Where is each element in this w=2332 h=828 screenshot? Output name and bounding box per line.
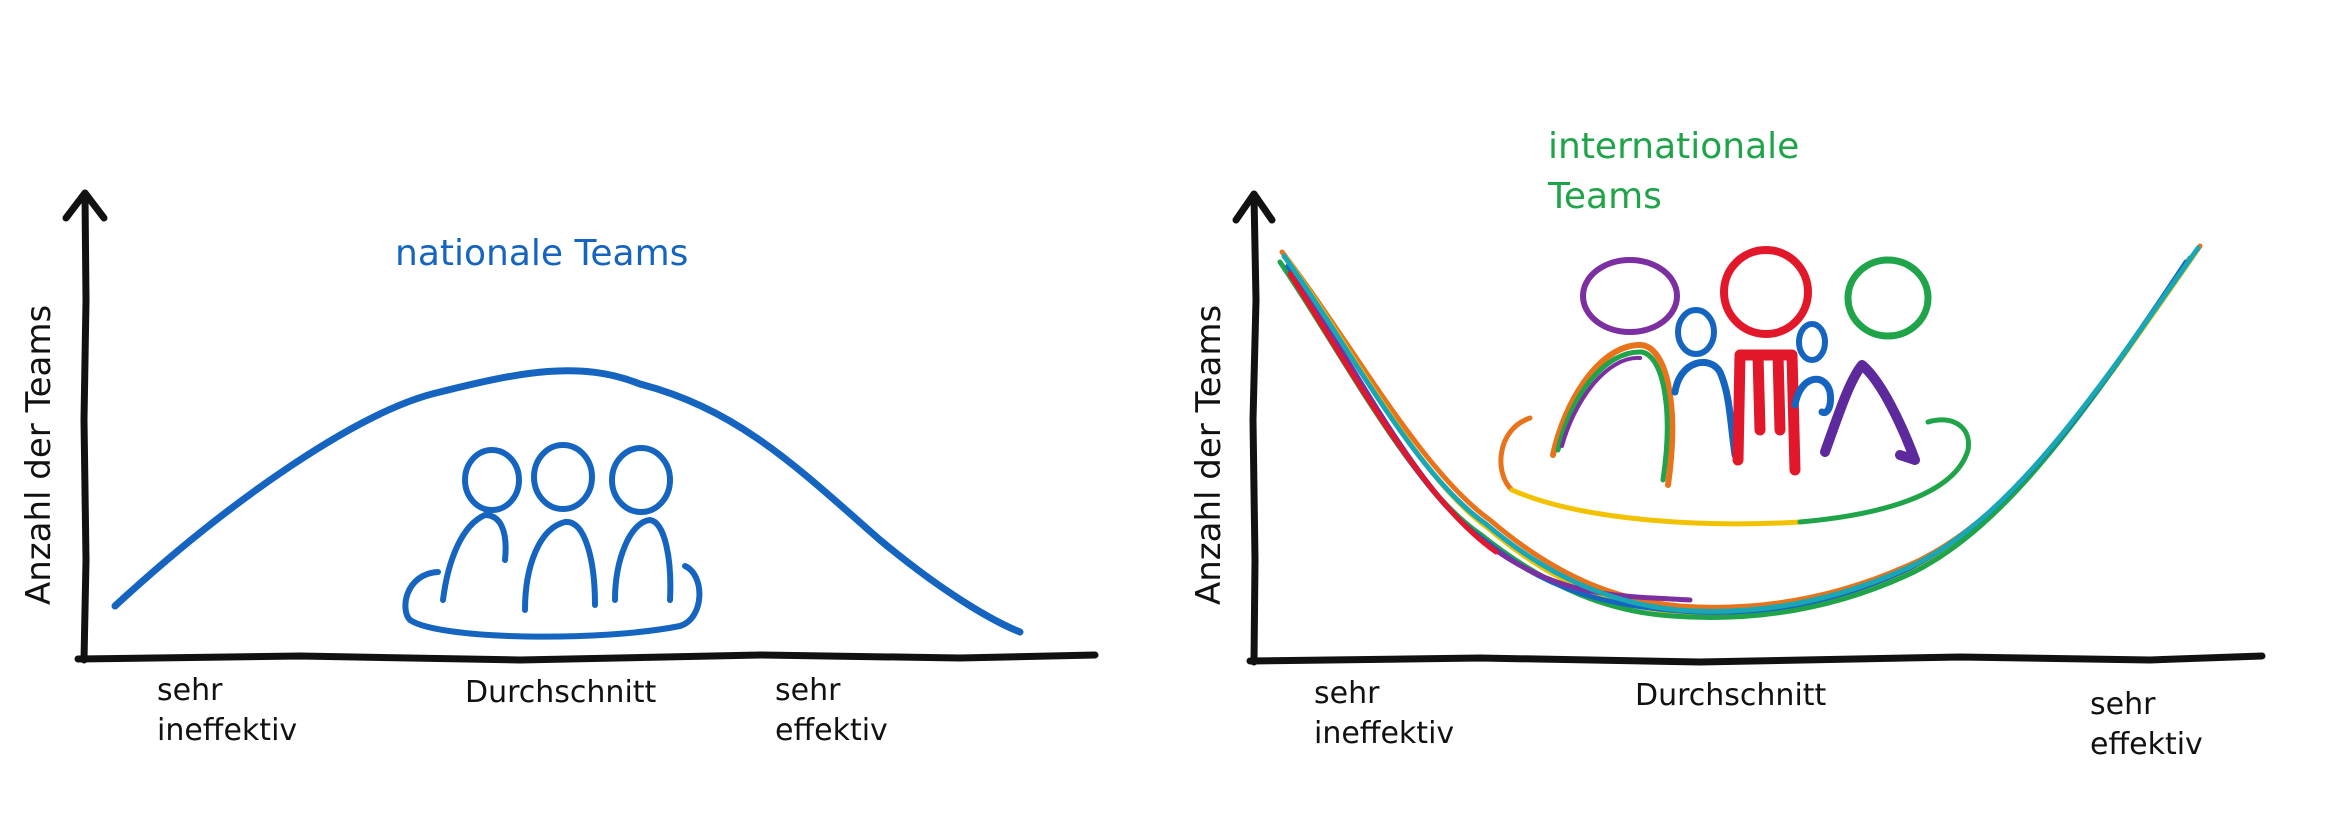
left-title: nationale Teams bbox=[395, 233, 688, 274]
person-head-green bbox=[1844, 256, 1932, 340]
left-x-label-low-1: sehr bbox=[157, 673, 223, 708]
group-base bbox=[1509, 487, 1803, 527]
left-x-label-mid: Durchschnitt bbox=[465, 675, 657, 710]
right-x-label-low-2: ineffektiv bbox=[1314, 716, 1454, 751]
person-body-rainbow bbox=[1550, 342, 1676, 488]
right-x-label-high-1: sehr bbox=[2090, 687, 2156, 722]
right-x-label-low-1: sehr bbox=[1314, 676, 1380, 711]
left-x-label-low-2: ineffektiv bbox=[157, 713, 297, 748]
left-panel: nationale Teams Anzahl der Teams sehr in… bbox=[19, 189, 1099, 748]
left-y-axis-label: Anzahl der Teams bbox=[19, 305, 59, 605]
right-u-curve bbox=[1277, 243, 2203, 620]
left-x-label-high-1: sehr bbox=[775, 673, 841, 708]
right-y-axis-label: Anzahl der Teams bbox=[1189, 305, 1229, 605]
left-x-axis bbox=[74, 651, 1099, 664]
person-body-1 bbox=[440, 512, 509, 603]
group-base-rainbow bbox=[1498, 415, 1533, 493]
left-bell-curve bbox=[111, 367, 1024, 636]
person-head-2 bbox=[531, 442, 595, 512]
left-x-label-high-2: effektiv bbox=[775, 713, 888, 748]
left-y-axis bbox=[80, 191, 90, 664]
person-head-3 bbox=[609, 445, 673, 515]
group-of-three-icon bbox=[402, 442, 703, 640]
person-body-purple bbox=[1820, 360, 1920, 465]
person-body-blue-small-2 bbox=[1791, 375, 1834, 416]
right-title-line1: internationale bbox=[1548, 126, 1799, 167]
left-y-arrowhead bbox=[62, 189, 108, 222]
person-head-purple bbox=[1580, 257, 1680, 335]
group-base bbox=[402, 563, 703, 640]
person-body-2 bbox=[522, 519, 598, 613]
person-body-3 bbox=[612, 517, 674, 603]
right-panel: internationale Teams Anzahl der Teams se… bbox=[1189, 126, 2266, 762]
person-body-blue-small-1 bbox=[1671, 358, 1739, 459]
person-head-blue-small-1 bbox=[1675, 307, 1717, 357]
person-body-red bbox=[1732, 349, 1801, 476]
right-y-axis bbox=[1249, 192, 1260, 666]
right-x-label-high-2: effektiv bbox=[2090, 727, 2203, 762]
diverse-group-icon bbox=[1498, 246, 1971, 527]
person-head-red bbox=[1720, 246, 1812, 338]
right-y-arrowhead bbox=[1232, 190, 1276, 224]
right-x-label-mid: Durchschnitt bbox=[1635, 678, 1827, 713]
person-head-1 bbox=[462, 447, 522, 513]
right-title-line2: Teams bbox=[1547, 176, 1662, 217]
right-x-axis bbox=[1246, 652, 2266, 666]
person-head-blue-small-2 bbox=[1796, 321, 1828, 363]
